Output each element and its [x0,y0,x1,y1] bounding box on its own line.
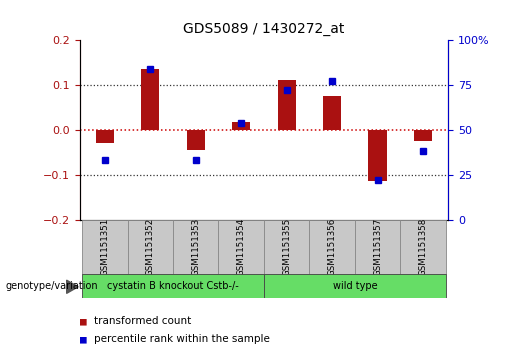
Bar [173,220,218,274]
Text: GSM1151358: GSM1151358 [419,218,427,276]
Bar [232,122,250,130]
Bar [82,274,264,298]
Bar [96,130,114,143]
Title: GDS5089 / 1430272_at: GDS5089 / 1430272_at [183,22,345,36]
Bar [414,130,432,141]
Bar [310,220,355,274]
Text: GSM1151353: GSM1151353 [191,218,200,276]
Text: ■: ■ [80,334,93,344]
Text: wild type: wild type [333,281,377,291]
Polygon shape [66,280,78,293]
Bar [264,220,310,274]
Text: percentile rank within the sample: percentile rank within the sample [94,334,270,344]
Bar [278,80,296,130]
Text: GSM1151351: GSM1151351 [100,218,109,276]
Bar [400,220,446,274]
Text: GSM1151352: GSM1151352 [146,218,155,276]
Bar [264,274,446,298]
Text: genotype/variation: genotype/variation [5,281,98,291]
Bar [369,130,387,182]
Text: ■: ■ [80,316,93,326]
Bar [355,220,400,274]
Bar [128,220,173,274]
Bar [218,220,264,274]
Bar [141,69,159,130]
Text: GSM1151355: GSM1151355 [282,218,291,276]
Text: cystatin B knockout Cstb-/-: cystatin B knockout Cstb-/- [107,281,239,291]
Text: GSM1151356: GSM1151356 [328,218,337,276]
Bar [82,220,128,274]
Bar [323,96,341,130]
Bar [186,130,205,150]
Text: GSM1151354: GSM1151354 [237,218,246,276]
Text: transformed count: transformed count [94,316,192,326]
Text: GSM1151357: GSM1151357 [373,218,382,276]
